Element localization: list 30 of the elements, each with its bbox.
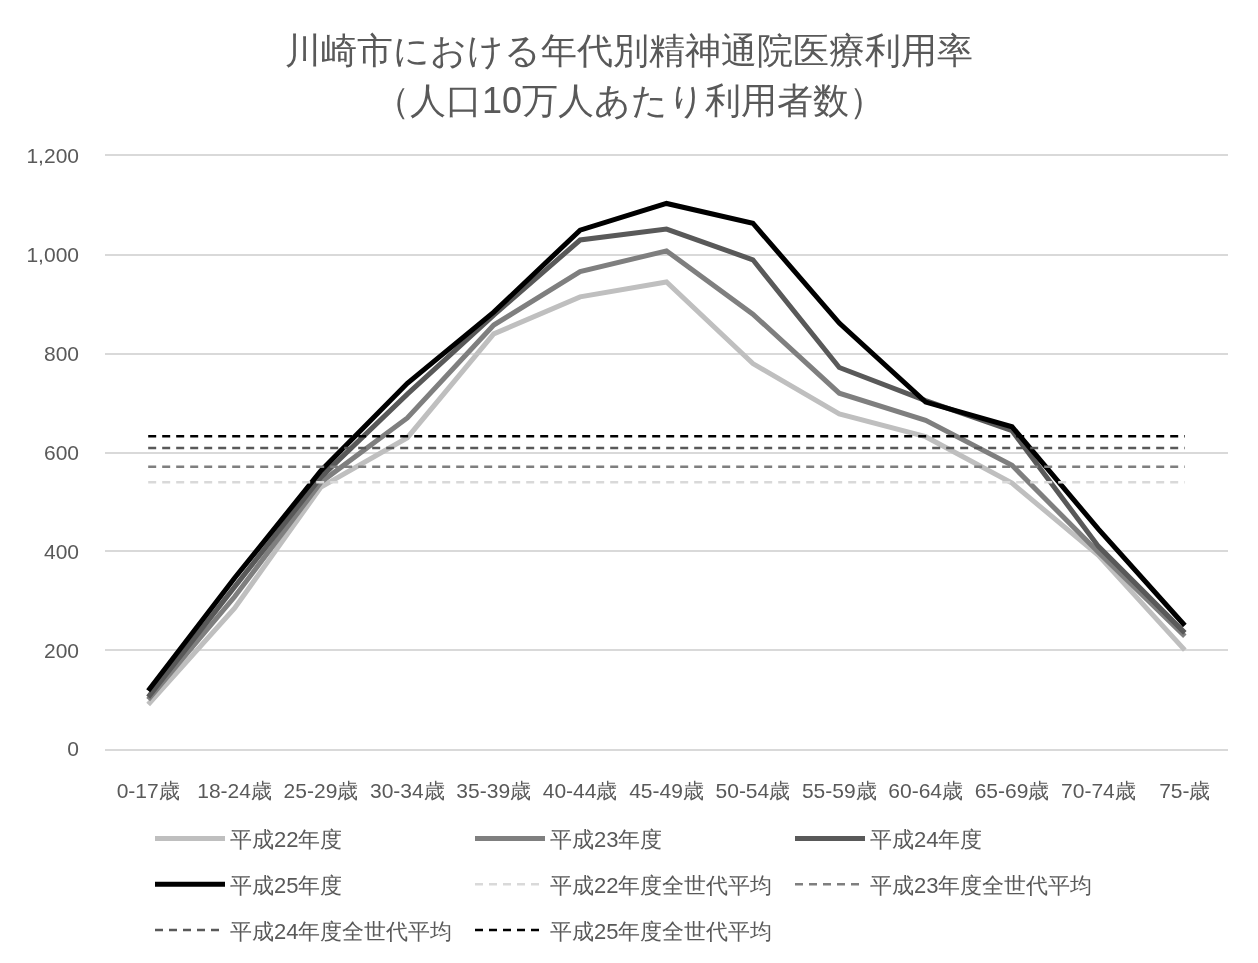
- chart-title: 川崎市における年代別精神通院医療利用率: [285, 29, 973, 71]
- y-tick-label: 0: [67, 737, 79, 761]
- x-tick-label: 65-69歳: [974, 779, 1050, 803]
- y-tick-label: 800: [43, 342, 79, 366]
- chart-subtitle: （人口10万人あたり利用者数）: [374, 80, 886, 121]
- x-tick-label: 18-24歳: [197, 779, 272, 803]
- x-tick-label: 75-歳: [1159, 779, 1211, 803]
- x-tick-label: 50-54歳: [715, 779, 791, 803]
- legend-label: 平成22年度: [230, 827, 343, 853]
- y-tick-label: 400: [43, 539, 79, 563]
- x-tick-label: 40-44歳: [542, 779, 618, 803]
- x-tick-label: 0-17歳: [116, 779, 180, 803]
- legend-label: 平成22年度全世代平均: [550, 872, 773, 898]
- legend-label: 平成24年度全世代平均: [230, 918, 453, 944]
- x-tick-label: 60-64歳: [888, 779, 964, 803]
- y-tick-label: 600: [43, 440, 79, 464]
- x-tick-label: 30-34歳: [369, 779, 445, 803]
- x-tick-label: 70-74歳: [1061, 779, 1136, 803]
- y-tick-label: 200: [43, 638, 79, 662]
- y-tick-label: 1,000: [26, 243, 79, 267]
- y-tick-label: 1,200: [26, 144, 79, 168]
- x-tick-label: 35-39歳: [456, 779, 532, 803]
- x-tick-label: 25-29歳: [283, 779, 359, 803]
- legend-label: 平成23年度: [550, 827, 663, 853]
- x-tick-label: 45-49歳: [629, 779, 704, 803]
- legend-label: 平成25年度: [230, 872, 343, 898]
- x-tick-label: 55-59歳: [801, 779, 877, 803]
- legend-label: 平成25年度全世代平均: [550, 918, 773, 944]
- legend-label: 平成24年度: [870, 827, 983, 853]
- legend-label: 平成23年度全世代平均: [870, 872, 1093, 898]
